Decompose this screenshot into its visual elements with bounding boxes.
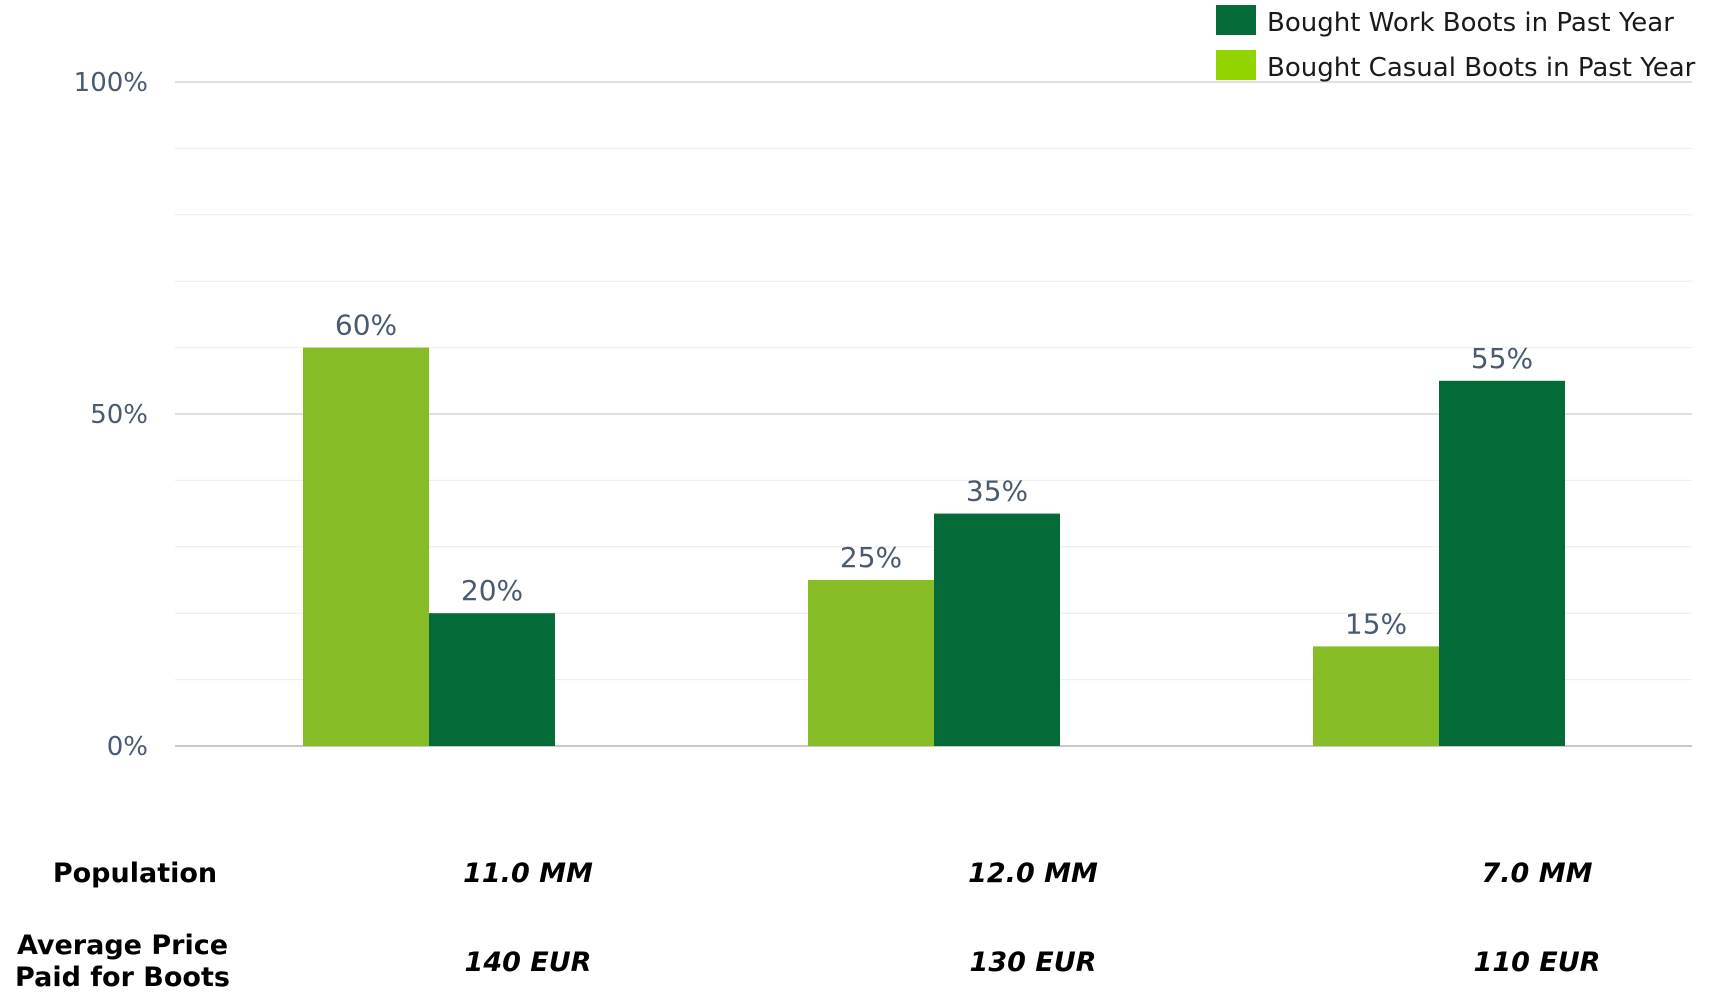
average-price-label-line1: Average Price	[16, 930, 229, 961]
legend-swatch	[1216, 50, 1256, 80]
data-label: 15%	[1345, 607, 1407, 640]
y-tick-label: 0%	[107, 732, 148, 762]
population-value: 7.0 MM	[1481, 858, 1593, 889]
population-row-label: Population	[52, 858, 218, 889]
bar	[808, 580, 934, 746]
legend-label: Bought Work Boots in Past Year	[1267, 8, 1674, 38]
population-value: 12.0 MM	[968, 858, 1098, 889]
data-label: 20%	[461, 574, 523, 607]
y-tick-label: 100%	[74, 68, 148, 98]
average-price-value: 110 EUR	[1473, 947, 1601, 978]
data-label: 55%	[1471, 342, 1533, 375]
bar	[303, 347, 429, 746]
bar	[1439, 380, 1565, 746]
legend-label: Bought Casual Boots in Past Year	[1267, 53, 1696, 83]
population-value: 11.0 MM	[463, 858, 593, 889]
average-price-value: 130 EUR	[969, 947, 1097, 978]
average-price-row-label: Average Price Paid for Boots	[0, 930, 245, 994]
data-label: 35%	[966, 475, 1028, 508]
bar	[429, 613, 555, 746]
average-price-label-line2: Paid for Boots	[15, 962, 230, 993]
y-tick-label: 50%	[90, 400, 148, 430]
legend-swatch	[1216, 5, 1256, 35]
data-label: 60%	[335, 309, 397, 342]
bar	[1313, 646, 1439, 746]
bar	[934, 513, 1060, 746]
data-label: 25%	[840, 541, 902, 574]
average-price-value: 140 EUR	[464, 947, 592, 978]
